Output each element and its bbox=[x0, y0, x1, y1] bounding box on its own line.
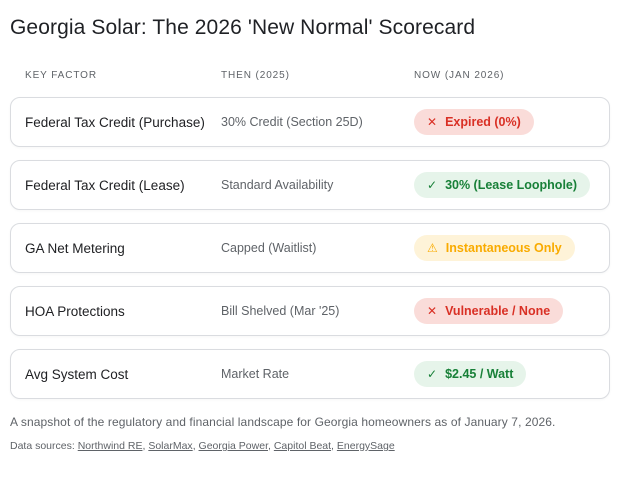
table-row: Federal Tax Credit (Lease) Standard Avai… bbox=[10, 160, 610, 210]
factor-label: HOA Protections bbox=[25, 303, 125, 319]
then-value: Bill Shelved (Mar '25) bbox=[221, 304, 340, 318]
factor-label: GA Net Metering bbox=[25, 240, 125, 256]
warning-icon: ⚠ bbox=[427, 241, 438, 255]
status-badge: ⚠ Instantaneous Only bbox=[414, 235, 575, 261]
snapshot-note: A snapshot of the regulatory and financi… bbox=[10, 415, 556, 429]
factor-label: Federal Tax Credit (Lease) bbox=[25, 177, 185, 193]
scorecard-page: Georgia Solar: The 2026 'New Normal' Sco… bbox=[10, 16, 610, 452]
footer: A snapshot of the regulatory and financi… bbox=[10, 415, 610, 452]
then-value: Market Rate bbox=[221, 367, 290, 381]
table-row: GA Net Metering Capped (Waitlist) ⚠ Inst… bbox=[10, 223, 610, 273]
source-link-georgia-power[interactable]: Georgia Power bbox=[198, 440, 268, 452]
status-label: Vulnerable / None bbox=[445, 304, 551, 318]
then-value: Standard Availability bbox=[221, 178, 334, 192]
status-label: Instantaneous Only bbox=[445, 241, 562, 255]
data-sources-line: Data sources: Northwind RE, SolarMax, Ge… bbox=[10, 440, 395, 452]
source-link-capitol-beat[interactable]: Capitol Beat bbox=[273, 440, 332, 452]
factor-label: Federal Tax Credit (Purchase) bbox=[25, 114, 205, 130]
status-label: 30% (Lease Loophole) bbox=[445, 178, 578, 192]
status-badge: ✓ $2.45 / Watt bbox=[414, 361, 527, 387]
status-label: $2.45 / Watt bbox=[445, 367, 514, 381]
column-header-now: NOW (JAN 2026) bbox=[414, 70, 505, 81]
status-badge: ✓ 30% (Lease Loophole) bbox=[414, 172, 591, 198]
check-icon: ✓ bbox=[427, 367, 438, 381]
check-icon: ✓ bbox=[427, 178, 438, 192]
column-header-key-factor: KEY FACTOR bbox=[25, 70, 97, 81]
status-label: Expired (0%) bbox=[445, 115, 521, 129]
x-icon: ✕ bbox=[427, 304, 438, 318]
source-link-northwind-re[interactable]: Northwind RE bbox=[77, 440, 143, 452]
table-row: HOA Protections Bill Shelved (Mar '25) ✕… bbox=[10, 286, 610, 336]
then-value: Capped (Waitlist) bbox=[221, 241, 317, 255]
column-header-then: THEN (2025) bbox=[221, 70, 290, 81]
x-icon: ✕ bbox=[427, 115, 438, 129]
status-badge: ✕ Vulnerable / None bbox=[414, 298, 564, 324]
then-value: 30% Credit (Section 25D) bbox=[221, 115, 363, 129]
table-row: Avg System Cost Market Rate ✓ $2.45 / Wa… bbox=[10, 349, 610, 399]
source-link-energysage[interactable]: EnergySage bbox=[336, 440, 395, 452]
source-link-solarmax[interactable]: SolarMax bbox=[148, 440, 193, 452]
status-badge: ✕ Expired (0%) bbox=[414, 109, 534, 135]
page-title: Georgia Solar: The 2026 'New Normal' Sco… bbox=[10, 16, 476, 39]
table-row: Federal Tax Credit (Purchase) 30% Credit… bbox=[10, 97, 610, 147]
data-sources-prefix: Data sources: bbox=[10, 440, 75, 452]
factor-label: Avg System Cost bbox=[25, 366, 129, 382]
table-header: KEY FACTOR THEN (2025) NOW (JAN 2026) bbox=[10, 70, 610, 81]
